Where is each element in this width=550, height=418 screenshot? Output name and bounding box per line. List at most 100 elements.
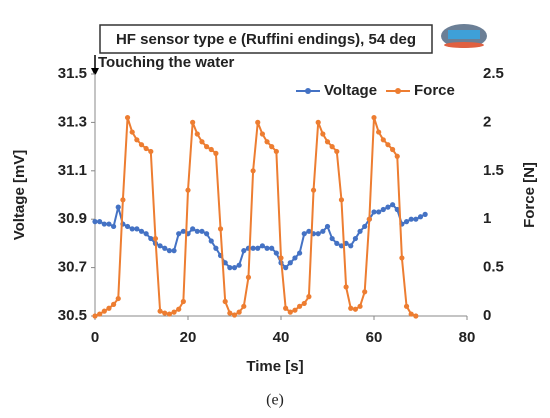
series-point xyxy=(120,197,126,203)
series-point xyxy=(278,255,284,261)
series-point xyxy=(134,226,140,232)
series-point xyxy=(385,204,391,210)
series-point xyxy=(208,146,214,153)
series-point xyxy=(162,245,168,251)
series-point xyxy=(352,306,358,312)
series-point xyxy=(283,305,289,311)
series-point xyxy=(245,274,252,280)
series-point xyxy=(269,245,275,251)
series-point xyxy=(97,219,103,225)
series-point xyxy=(176,306,182,312)
series-point xyxy=(329,235,335,242)
series-point xyxy=(129,226,135,232)
series-point xyxy=(92,313,98,319)
series-point xyxy=(231,265,238,271)
caption: (e) xyxy=(266,392,284,409)
series-point xyxy=(190,119,196,125)
series-point xyxy=(255,245,261,251)
series-point xyxy=(180,228,186,234)
series-point xyxy=(297,303,303,309)
series-point xyxy=(101,221,107,227)
series-point xyxy=(269,144,275,150)
series-point xyxy=(320,228,326,234)
series-point xyxy=(134,137,140,143)
series-point xyxy=(190,226,196,232)
series-point xyxy=(376,129,382,135)
x-tick-label: 40 xyxy=(273,329,290,346)
series-point xyxy=(371,114,377,121)
series-point xyxy=(380,137,386,143)
series-point xyxy=(152,235,159,242)
y2-tick-label: 1 xyxy=(483,210,491,227)
series-point xyxy=(250,168,256,174)
series-point xyxy=(385,142,391,148)
annotation-arrowhead xyxy=(91,68,99,76)
series-point xyxy=(255,119,261,125)
series-point xyxy=(348,305,354,311)
series-point xyxy=(236,309,242,315)
series-point xyxy=(213,245,219,251)
series-point xyxy=(394,153,400,159)
series-point xyxy=(324,223,331,230)
series-point xyxy=(417,214,424,220)
y2-tick-label: 2.5 xyxy=(483,65,504,82)
series-point xyxy=(111,223,117,230)
series-point xyxy=(264,245,270,251)
x-axis-label: Time [s] xyxy=(246,358,303,375)
series-point xyxy=(227,310,233,316)
series-point xyxy=(236,262,242,268)
series-point xyxy=(129,129,135,135)
series-point xyxy=(403,303,410,309)
series-point xyxy=(259,131,265,137)
series-point xyxy=(157,243,163,249)
series-point xyxy=(106,221,112,227)
series-point xyxy=(315,231,321,237)
series-point xyxy=(413,313,419,319)
y2-tick-label: 0 xyxy=(483,307,491,324)
series-point xyxy=(371,209,377,215)
y2-tick-label: 0.5 xyxy=(483,259,504,276)
legend-marker xyxy=(305,88,311,94)
series-point xyxy=(334,148,340,155)
series-point xyxy=(124,114,131,121)
series-point xyxy=(348,243,354,249)
y-axis-label: Voltage [mV] xyxy=(11,150,28,241)
series-point xyxy=(301,300,307,307)
annotation: Touching the water xyxy=(98,54,235,71)
series-point xyxy=(264,139,270,145)
chart-title: HF sensor type e (Ruffini endings), 54 d… xyxy=(116,31,416,48)
series-point xyxy=(199,139,205,145)
y-tick-label: 31.1 xyxy=(58,162,87,179)
series-point xyxy=(287,260,293,266)
series-point xyxy=(306,294,312,300)
series-point xyxy=(315,119,321,125)
y-tick-label: 30.9 xyxy=(58,210,87,227)
series-point xyxy=(148,235,154,242)
y2-tick-label: 2 xyxy=(483,113,491,130)
series-point xyxy=(273,250,279,256)
series-point xyxy=(329,144,335,150)
series-point xyxy=(273,148,279,155)
series-point xyxy=(111,301,117,307)
series-point xyxy=(338,197,345,203)
series-point xyxy=(408,311,414,317)
series-point xyxy=(357,228,363,234)
series-point xyxy=(115,204,121,210)
series-point xyxy=(399,255,405,261)
series-point xyxy=(204,231,210,237)
series-point xyxy=(199,228,205,234)
y2-tick-label: 1.5 xyxy=(483,162,504,179)
series-point xyxy=(115,295,121,302)
series-point xyxy=(413,216,419,222)
series-point xyxy=(97,311,103,317)
series-point xyxy=(241,248,247,254)
series-point xyxy=(343,284,349,290)
series-point xyxy=(380,206,386,213)
series-point xyxy=(143,231,149,237)
series-point xyxy=(362,289,368,295)
series-point xyxy=(357,303,363,309)
series-point xyxy=(408,216,414,222)
series-point xyxy=(148,148,154,155)
series-point xyxy=(194,228,200,234)
